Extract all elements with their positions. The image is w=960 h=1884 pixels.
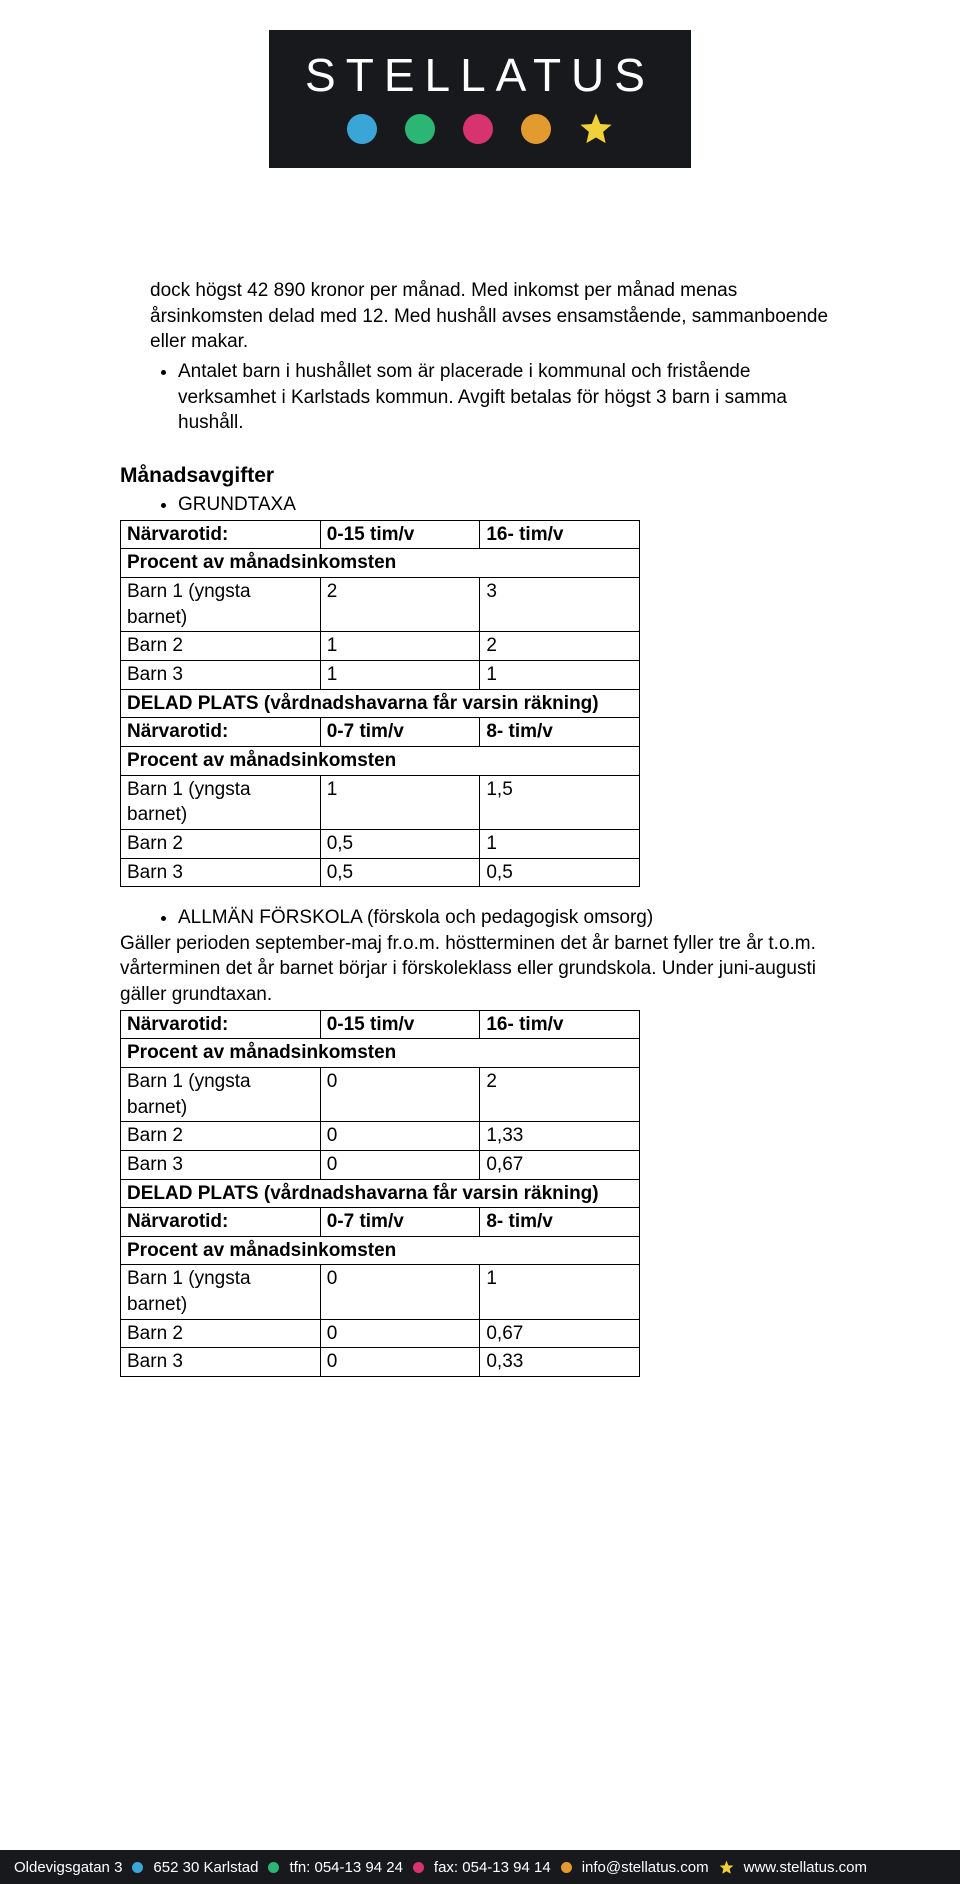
- footer-dot-4-icon: [561, 1862, 572, 1873]
- t1b-r0-c2: 1,5: [480, 775, 640, 829]
- t1-subheader: Procent av månadsinkomsten: [121, 549, 640, 578]
- section-heading: Månadsavgifter: [120, 462, 840, 490]
- t1-delad: DELAD PLATS (vårdnadshavarna får varsin …: [121, 689, 640, 718]
- t2-h-0: Närvarotid:: [121, 1010, 321, 1039]
- t1b-h-2: 8- tim/v: [480, 718, 640, 747]
- footer-dot-1-icon: [132, 1862, 143, 1873]
- t1-r2-c0: Barn 3: [121, 661, 321, 690]
- t2b-subheader: Procent av månadsinkomsten: [121, 1236, 640, 1265]
- t2b-h-0: Närvarotid:: [121, 1208, 321, 1237]
- t2b-h-2: 8- tim/v: [480, 1208, 640, 1237]
- t2-r0-c1: 0: [320, 1068, 480, 1122]
- allman-table: Närvarotid: 0-15 tim/v 16- tim/v Procent…: [120, 1010, 640, 1377]
- t2-delad-text: DELAD PLATS (vårdnadshavarna får varsin …: [127, 1183, 599, 1204]
- t1-h-2: 16- tim/v: [480, 520, 640, 549]
- logo-dot-1: [347, 114, 377, 144]
- t2-r0-c0: Barn 1 (yngsta barnet): [121, 1068, 321, 1122]
- t2-subheader: Procent av månadsinkomsten: [121, 1039, 640, 1068]
- footer-star-icon: [719, 1860, 734, 1875]
- t1b-r1-c1: 0,5: [320, 829, 480, 858]
- t1b-h-0: Närvarotid:: [121, 718, 321, 747]
- footer-item-0: Oldevigsgatan 3: [14, 1859, 122, 1876]
- t2-r1-c2: 1,33: [480, 1122, 640, 1151]
- t2-delad: DELAD PLATS (vårdnadshavarna får varsin …: [121, 1179, 640, 1208]
- t1b-r1-c2: 1: [480, 829, 640, 858]
- footer-item-3: fax: 054-13 94 14: [434, 1859, 551, 1876]
- t1-r0-c0: Barn 1 (yngsta barnet): [121, 578, 321, 632]
- logo-dot-4: [521, 114, 551, 144]
- t1-r2-c1: 1: [320, 661, 480, 690]
- grundtaxa-bullet: GRUNDTAXA: [178, 492, 840, 518]
- intro-paragraph: dock högst 42 890 kronor per månad. Med …: [120, 278, 840, 355]
- t1b-r2-c0: Barn 3: [121, 858, 321, 887]
- t1-delad-text: DELAD PLATS (vårdnadshavarna får varsin …: [127, 693, 599, 714]
- t1b-h-1: 0-7 tim/v: [320, 718, 480, 747]
- t1-r2-c2: 1: [480, 661, 640, 690]
- footer-item-1: 652 30 Karlstad: [153, 1859, 258, 1876]
- footer-dot-3-icon: [413, 1862, 424, 1873]
- allman-bullet: ALLMÄN FÖRSKOLA (förskola och pedagogisk…: [178, 905, 840, 931]
- t1b-subheader: Procent av månadsinkomsten: [121, 746, 640, 775]
- t2-h-1: 0-15 tim/v: [320, 1010, 480, 1039]
- t1b-r1-c0: Barn 2: [121, 829, 321, 858]
- t2-r2-c2: 0,67: [480, 1150, 640, 1179]
- t1b-r2-c1: 0,5: [320, 858, 480, 887]
- t2b-h-1: 0-7 tim/v: [320, 1208, 480, 1237]
- t2b-r2-c2: 0,33: [480, 1348, 640, 1377]
- t2b-r0-c2: 1: [480, 1265, 640, 1319]
- intro-bullet: Antalet barn i hushållet som är placerad…: [178, 359, 840, 436]
- t1b-r0-c0: Barn 1 (yngsta barnet): [121, 775, 321, 829]
- t2-r2-c0: Barn 3: [121, 1150, 321, 1179]
- t2-r2-c1: 0: [320, 1150, 480, 1179]
- t2b-r0-c1: 0: [320, 1265, 480, 1319]
- t2b-r1-c2: 0,67: [480, 1319, 640, 1348]
- t2b-r0-c0: Barn 1 (yngsta barnet): [121, 1265, 321, 1319]
- t2-r0-c2: 2: [480, 1068, 640, 1122]
- logo-block: STELLATUS: [120, 0, 840, 168]
- footer-bar: Oldevigsgatan 3 652 30 Karlstad tfn: 054…: [0, 1850, 960, 1884]
- logo: STELLATUS: [269, 30, 691, 168]
- footer-dot-2-icon: [268, 1862, 279, 1873]
- t2b-r2-c1: 0: [320, 1348, 480, 1377]
- t1-r1-c0: Barn 2: [121, 632, 321, 661]
- logo-star-icon: [579, 112, 613, 146]
- t1b-r0-c1: 1: [320, 775, 480, 829]
- t1-h-1: 0-15 tim/v: [320, 520, 480, 549]
- logo-dots: [305, 112, 655, 146]
- t2b-r1-c1: 0: [320, 1319, 480, 1348]
- logo-dot-2: [405, 114, 435, 144]
- grundtaxa-table: Närvarotid: 0-15 tim/v 16- tim/v Procent…: [120, 520, 640, 887]
- footer-item-5: www.stellatus.com: [744, 1859, 867, 1876]
- t1-r1-c2: 2: [480, 632, 640, 661]
- footer-item-4: info@stellatus.com: [582, 1859, 709, 1876]
- t1-r1-c1: 1: [320, 632, 480, 661]
- t2-r1-c0: Barn 2: [121, 1122, 321, 1151]
- t1-h-0: Närvarotid:: [121, 520, 321, 549]
- allman-paragraph: Gäller perioden september-maj fr.o.m. hö…: [120, 931, 840, 1008]
- logo-dot-3: [463, 114, 493, 144]
- footer-item-2: tfn: 054-13 94 24: [289, 1859, 402, 1876]
- t2-h-2: 16- tim/v: [480, 1010, 640, 1039]
- logo-text: STELLATUS: [305, 48, 655, 102]
- t1-r0-c2: 3: [480, 578, 640, 632]
- t1-r0-c1: 2: [320, 578, 480, 632]
- t2-r1-c1: 0: [320, 1122, 480, 1151]
- t1b-r2-c2: 0,5: [480, 858, 640, 887]
- t2b-r2-c0: Barn 3: [121, 1348, 321, 1377]
- t2b-r1-c0: Barn 2: [121, 1319, 321, 1348]
